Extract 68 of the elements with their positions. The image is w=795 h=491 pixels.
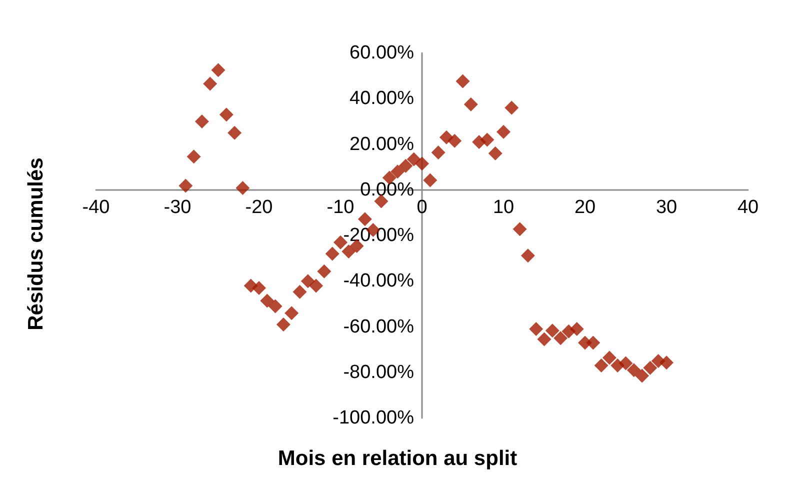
point [358,212,372,226]
point [594,358,608,373]
point [415,156,429,171]
point [626,363,641,378]
point [423,173,438,188]
point [537,332,552,346]
y-axis-title: Résidus cumulés [24,158,48,330]
y-tick-label: 40.00% [350,88,414,110]
y-tick-label: 60.00% [350,42,414,64]
y-tick-label: -80.00% [343,362,414,383]
point [586,336,600,350]
point [325,246,340,261]
point [203,76,218,91]
x-tick-label: -30 [164,196,192,218]
point [504,100,519,115]
point [554,331,568,346]
point [520,248,535,263]
point [276,317,290,332]
x-tick-label: -10 [326,196,354,218]
point [643,360,658,375]
point [284,306,299,320]
x-tick-label: -20 [245,196,273,218]
point [448,134,462,148]
point [456,74,470,88]
point [252,280,266,295]
point [390,164,405,179]
point [260,294,274,308]
point [228,126,242,140]
point [194,114,209,128]
point [317,264,332,278]
x-tick-label: 0 [416,196,428,218]
point [570,322,584,336]
point [635,368,650,383]
point [406,152,421,166]
point [268,299,282,314]
x-tick-label: 40 [737,196,759,218]
x-tick-label: 10 [492,196,514,218]
y-tick-label: 0.00% [360,179,414,200]
point [660,356,674,370]
point [431,145,446,160]
point [186,150,201,164]
point [398,158,413,173]
point [545,324,560,338]
point [464,97,478,112]
point [512,222,527,236]
x-tick-label: 20 [574,196,596,218]
x-tick-label: 30 [656,196,678,218]
x-tick-label: -40 [82,196,110,218]
point [488,146,502,160]
y-tick-label: 20.00% [350,134,414,155]
point [480,132,494,147]
point [211,63,226,78]
point [529,322,544,336]
x-axis-title: Mois en relation au split [278,447,518,470]
y-tick-label: -60.00% [343,316,414,338]
point [496,124,510,139]
point [309,278,324,293]
y-tick-label: -20.00% [343,225,414,246]
point [178,178,193,193]
y-tick-label: -100.00% [332,408,414,428]
point [236,181,250,196]
point [219,108,234,122]
point [602,350,616,365]
point [292,284,307,299]
y-tick-label: -40.00% [343,270,414,292]
point [342,244,356,258]
point [618,356,633,370]
point [300,274,315,288]
